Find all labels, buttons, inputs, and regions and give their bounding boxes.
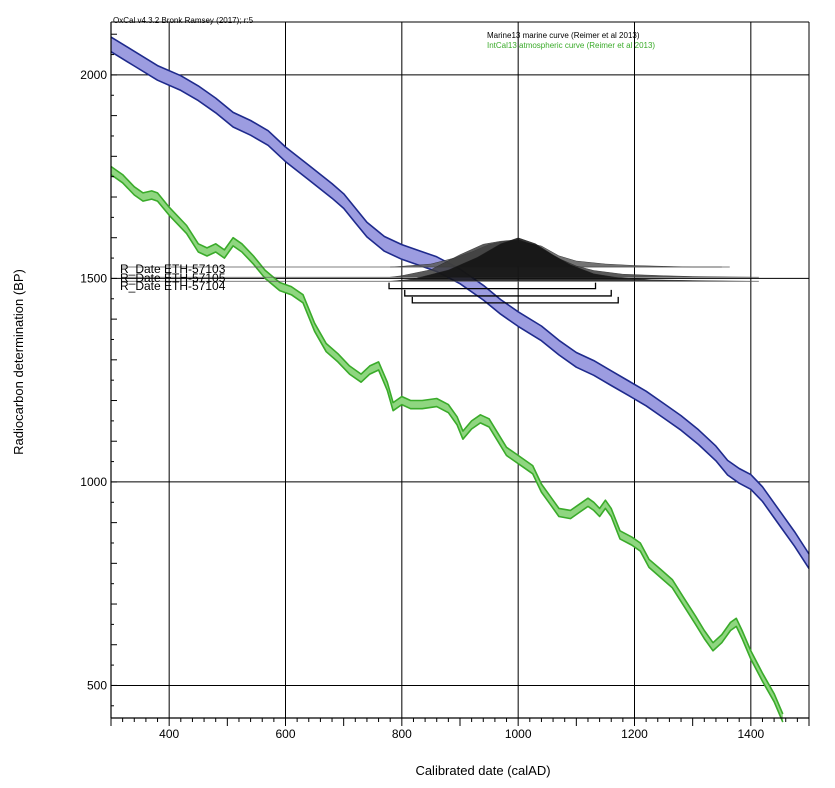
range-bracket-3 <box>411 296 619 304</box>
axes: 400 600 800 1000 1200 1400 500 1000 1500 2000 <box>80 21 810 741</box>
curve-lower-line <box>110 51 810 570</box>
range-brackets <box>388 282 619 304</box>
x-axis-label: Calibrated date (calAD) <box>415 763 550 778</box>
y-tick-label-2000: 2000 <box>80 68 107 82</box>
range-bracket-2 <box>404 289 612 297</box>
curve-intcal13 <box>110 165 784 723</box>
curve-band <box>111 166 783 723</box>
date-labels: R_Date ETH-57103 R_Date ETH-57105 R_Date… <box>120 262 226 293</box>
curve-upper-line <box>110 165 784 715</box>
x-tick-label-600: 600 <box>275 727 295 741</box>
legend-marine13: Marine13 marine curve (Reimer et al 2013… <box>487 31 640 40</box>
legend: Marine13 marine curve (Reimer et al 2013… <box>487 31 655 50</box>
curve-marine13 <box>110 36 810 570</box>
x-tick-label-1000: 1000 <box>505 727 532 741</box>
y-tick-label-1500: 1500 <box>80 271 107 285</box>
y-axis-label: Radiocarbon determination (BP) <box>11 269 26 455</box>
y-tick-label-500: 500 <box>87 678 107 692</box>
oxcal-header: OxCal v4.3.2 Bronk Ramsey (2017); r:5 <box>113 16 254 25</box>
date-label-eth-57103: R_Date ETH-57103 <box>120 262 226 276</box>
x-tick-label-800: 800 <box>392 727 412 741</box>
date-label-eth-57104: R_Date ETH-57104 <box>120 279 226 293</box>
probability-distributions <box>121 237 759 282</box>
date-label-eth-57105: R_Date ETH-57105 <box>120 271 226 285</box>
calibration-curves <box>110 36 810 723</box>
legend-intcal13: IntCal13 atmospheric curve (Reimer et al… <box>487 41 655 50</box>
gridlines <box>111 22 809 718</box>
range-bracket-1 <box>388 282 597 290</box>
distribution-r-date-eth-57104 <box>390 237 751 282</box>
y-tick-label-1000: 1000 <box>80 475 107 489</box>
x-tick-label-1200: 1200 <box>621 727 648 741</box>
curve-lower-line <box>110 173 784 723</box>
x-tick-label-1400: 1400 <box>737 727 764 741</box>
x-tick-label-400: 400 <box>159 727 179 741</box>
curve-upper-line <box>110 36 810 555</box>
